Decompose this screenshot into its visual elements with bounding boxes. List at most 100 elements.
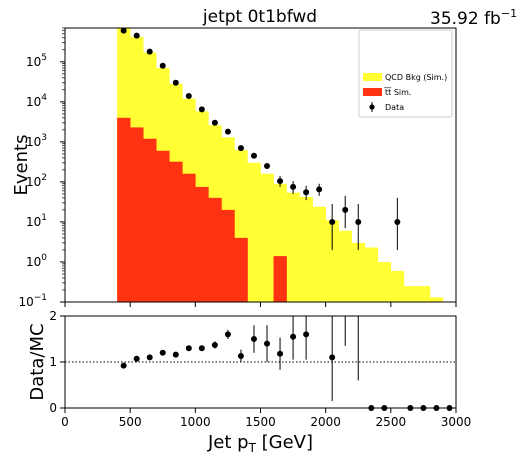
ratio-point <box>250 336 257 342</box>
legend-swatch-qcd <box>363 73 382 81</box>
data-point <box>185 93 192 100</box>
data-point <box>290 183 297 190</box>
ratio-point <box>224 331 231 338</box>
ratio-point <box>329 354 336 361</box>
main-y-tick-label: 100 <box>26 253 47 269</box>
data-point <box>316 186 323 193</box>
ratio-point <box>198 345 205 352</box>
qcd-bar <box>416 286 431 302</box>
x-tick-label: 500 <box>119 415 142 429</box>
legend-label-qcd: QCD Bkg (Sim.) <box>385 73 447 82</box>
ratio-point <box>146 354 153 361</box>
ratio-points <box>120 316 453 411</box>
ttbar-bar <box>169 161 183 302</box>
ratio-x-ticks: 0 500 1000 1500 2000 2500 3000 <box>61 408 471 429</box>
luminosity-label: 35.92 fb−1 <box>430 7 517 29</box>
data-points <box>120 27 401 250</box>
ttbar-bar <box>273 256 287 302</box>
main-panel: 10−1 100 101 102 103 104 105 Events QCD Bkg (S… <box>11 27 457 309</box>
ratio-y-axis-label: Data/MC <box>27 323 48 400</box>
main-y-tick-label: 104 <box>26 93 47 109</box>
qcd-bar <box>403 286 418 302</box>
data-point <box>329 218 336 225</box>
ttbar-bar <box>117 117 131 303</box>
ratio-panel: 0 1 2 0 500 1000 1500 2000 2500 3000 Data/MC Jet… <box>27 309 471 455</box>
ratio-y-tick-label: 2 <box>49 309 57 323</box>
data-point <box>264 162 271 169</box>
qcd-bar <box>286 192 300 302</box>
ratio-point <box>237 353 244 360</box>
data-point <box>159 62 166 69</box>
qcd-bar <box>429 297 444 302</box>
data-point <box>224 128 231 135</box>
x-axis-label: Jet pT [GeV] <box>207 432 313 455</box>
ttbar-bar <box>208 197 222 302</box>
ttbar-bar <box>195 186 209 302</box>
main-x-ticks <box>64 302 457 307</box>
qcd-bar <box>299 196 313 302</box>
data-point <box>277 178 284 185</box>
data-point <box>237 145 244 152</box>
main-y-tick-label: 103 <box>26 133 47 149</box>
data-point <box>355 218 362 225</box>
ratio-y-tick-label: 1 <box>49 355 57 369</box>
data-point <box>211 119 218 126</box>
ratio-point <box>303 331 310 338</box>
legend-box <box>358 29 453 118</box>
ratio-point <box>264 340 271 347</box>
chart-title: jetpt 0t1bfwd <box>202 7 317 27</box>
qcd-bar <box>312 206 326 302</box>
ttbar-bar <box>143 138 157 302</box>
data-point <box>146 48 153 55</box>
qcd-bar <box>247 162 261 302</box>
legend: QCD Bkg (Sim.) t̅t̅ Sim. Data <box>358 29 453 118</box>
x-tick-label: 1000 <box>180 415 211 429</box>
ttbar-bar <box>182 173 196 302</box>
qcd-bar <box>351 242 366 302</box>
data-point <box>250 152 257 159</box>
qcd-bar <box>325 220 339 302</box>
main-y-tick-label: 102 <box>26 173 47 189</box>
ttbar-bar <box>221 209 235 302</box>
histogram-bars <box>117 28 444 303</box>
qcd-bar <box>364 247 379 302</box>
legend-label-ttbar: t̅t̅ Sim. <box>383 87 411 97</box>
legend-label-data: Data <box>385 103 404 112</box>
data-point <box>198 106 205 113</box>
legend-swatch-ttbar <box>363 88 382 96</box>
ratio-point <box>185 345 192 352</box>
x-tick-label: 0 <box>61 415 69 429</box>
ttbar-bar <box>156 150 170 302</box>
ratio-y-tick-label: 0 <box>49 401 57 415</box>
ttbar-bar <box>130 127 144 302</box>
main-y-tick-label: 105 <box>26 53 47 69</box>
qcd-bar <box>260 173 274 302</box>
main-y-axis-label: Events <box>11 135 32 196</box>
ratio-axes-frame <box>64 315 457 409</box>
data-point <box>133 32 140 39</box>
x-tick-label: 2500 <box>376 415 407 429</box>
main-y-tick-label: 101 <box>26 213 47 229</box>
ratio-point <box>172 351 179 358</box>
x-tick-label: 1500 <box>245 415 276 429</box>
x-tick-label: 2000 <box>310 415 341 429</box>
ratio-point <box>133 355 140 362</box>
ratio-point <box>120 362 127 369</box>
data-point <box>303 189 310 196</box>
qcd-bar <box>377 261 392 302</box>
ratio-point <box>159 349 166 356</box>
x-tick-label: 3000 <box>441 415 472 429</box>
ratio-point <box>277 350 284 357</box>
data-point <box>120 27 127 34</box>
ratio-point <box>211 341 218 348</box>
qcd-bar <box>390 270 405 302</box>
ratio-y-ticks: 0 1 2 <box>49 309 65 415</box>
ratio-point <box>290 333 297 340</box>
legend-data-marker <box>369 104 375 110</box>
data-point <box>342 206 349 213</box>
data-point <box>394 218 401 225</box>
data-point <box>172 79 179 86</box>
qcd-bar <box>338 230 353 302</box>
main-y-ticks: 10−1 100 101 102 103 104 105 <box>18 27 65 309</box>
